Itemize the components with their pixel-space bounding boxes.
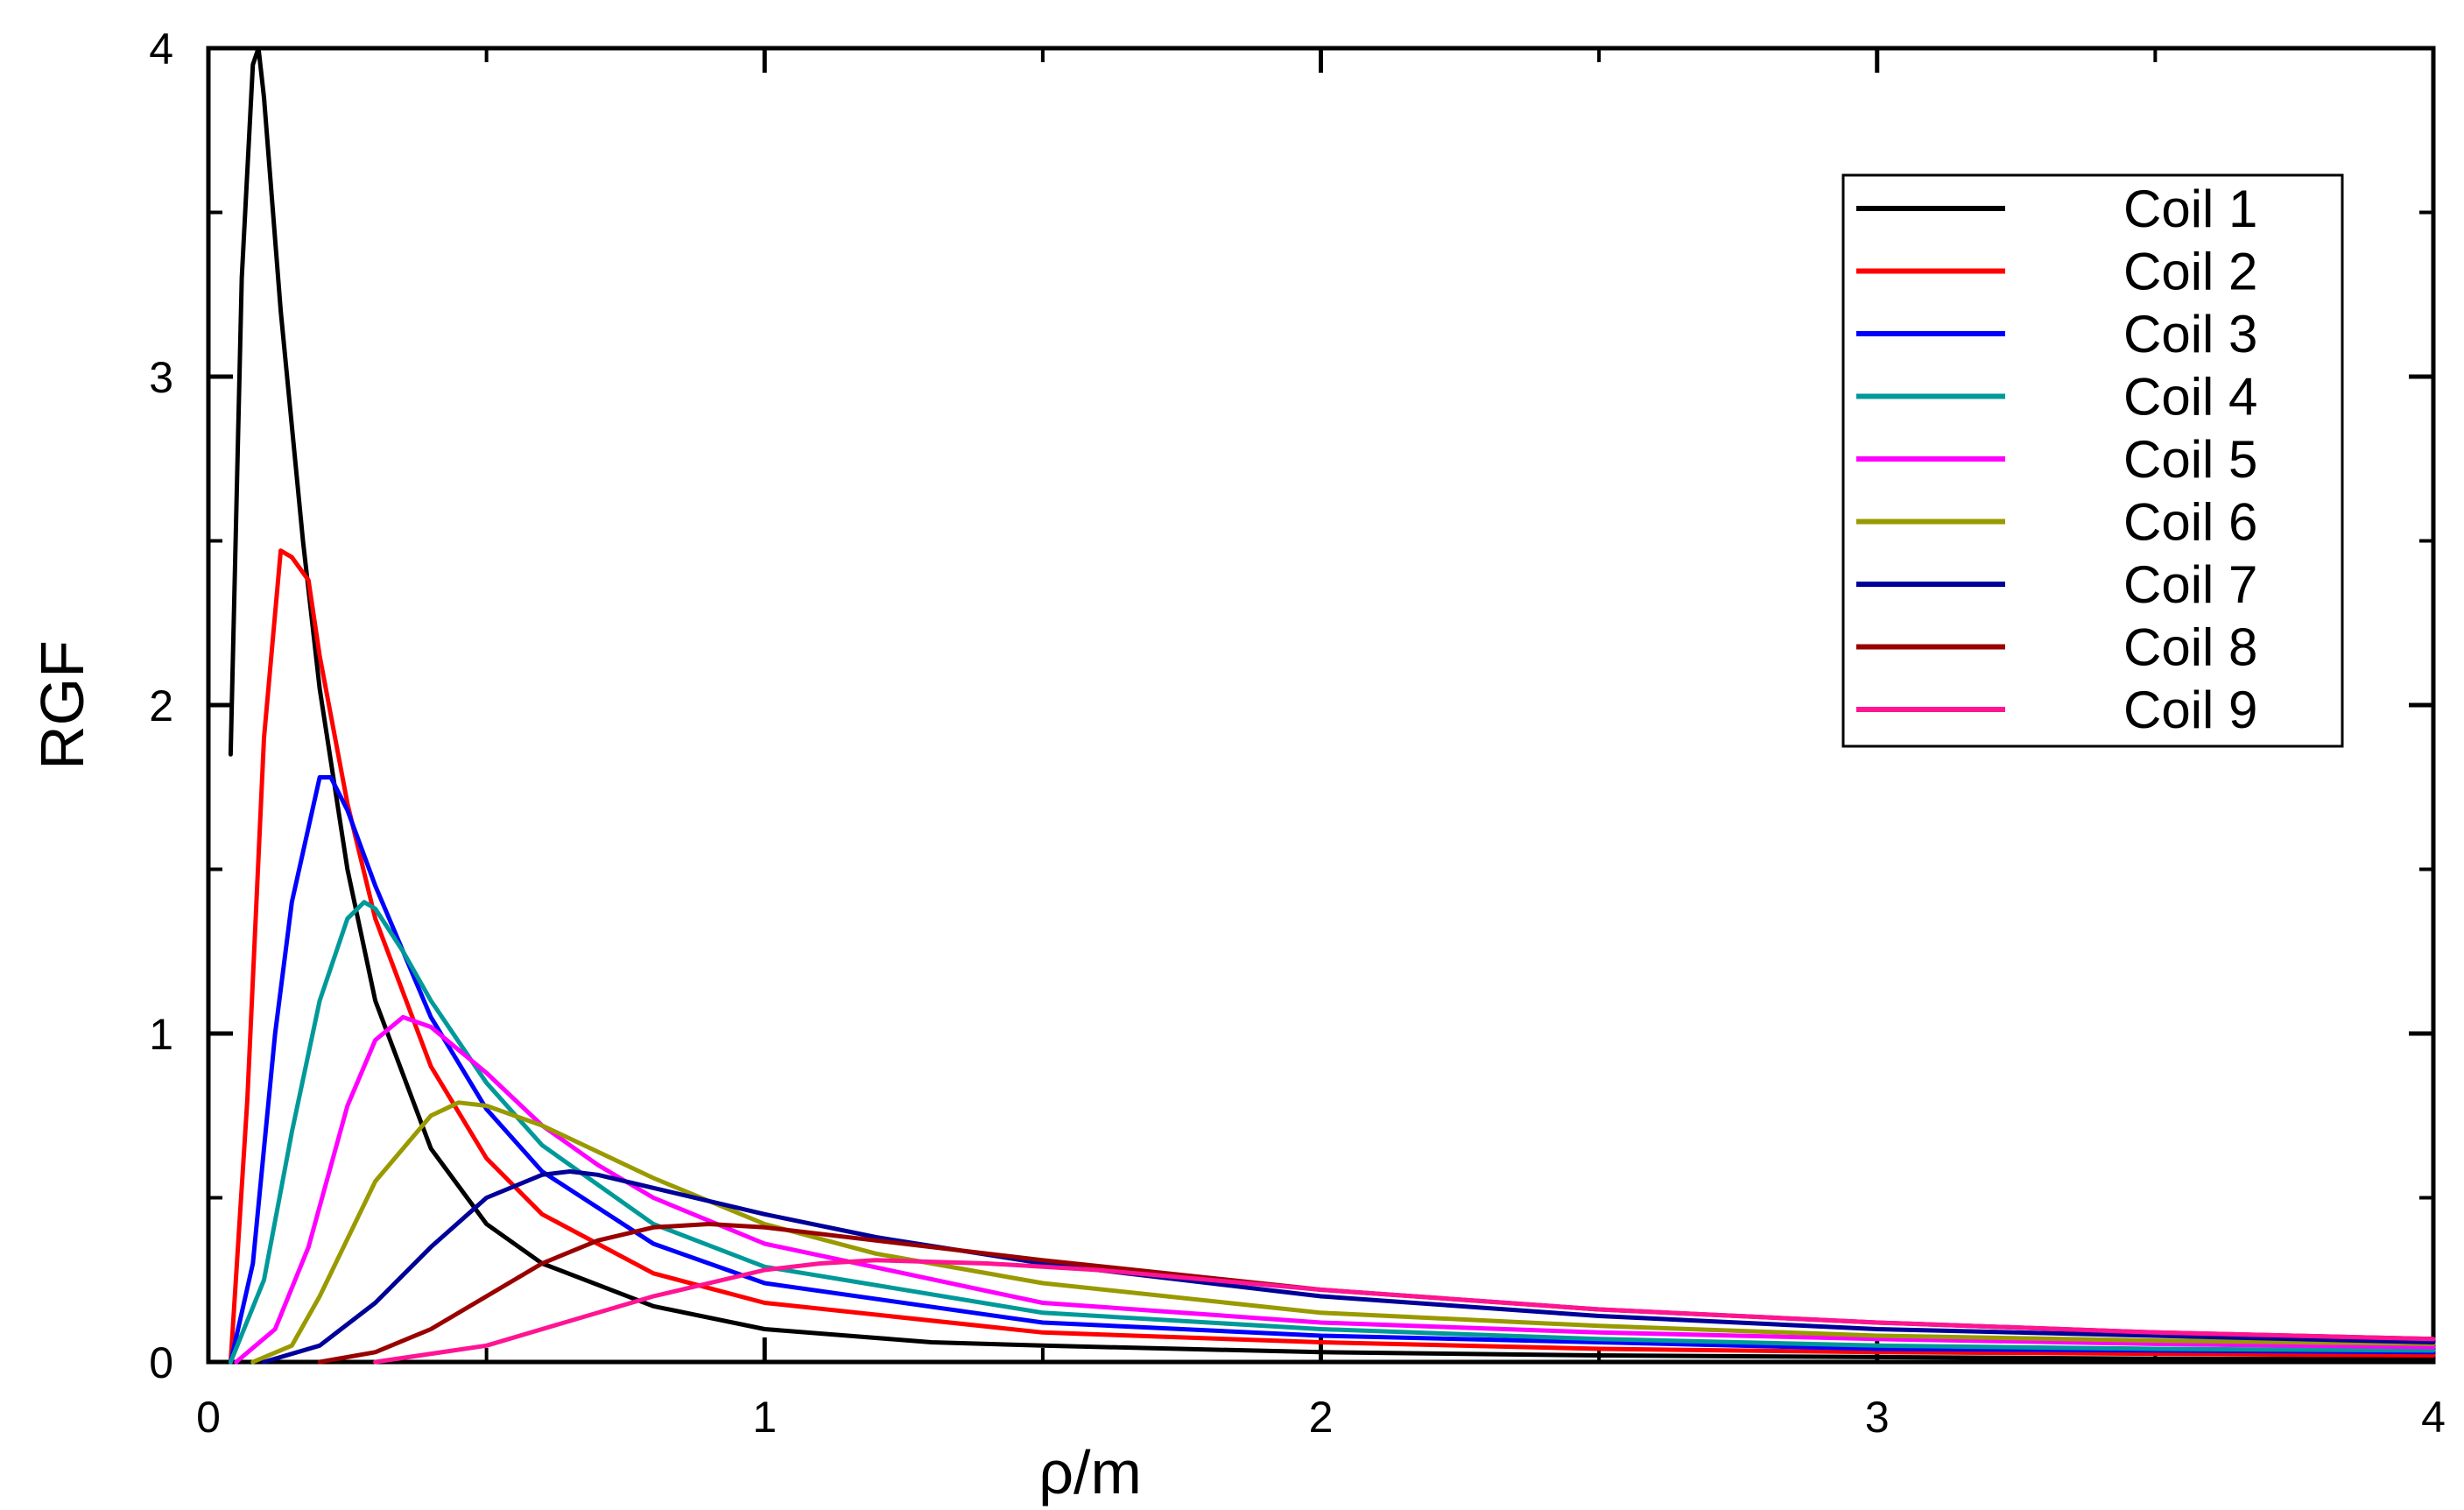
y-tick-label: 4 xyxy=(149,25,173,74)
series-line-coil-3 xyxy=(228,775,2436,1365)
y-tick-label: 2 xyxy=(149,681,173,730)
y-tick-label: 0 xyxy=(149,1338,173,1387)
y-tick-label: 1 xyxy=(149,1010,173,1059)
x-tick-label: 2 xyxy=(1309,1393,1334,1442)
legend-label-coil-6: Coil 6 xyxy=(2123,493,2257,552)
legend-label-coil-7: Coil 7 xyxy=(2123,555,2257,614)
x-axis-title: ρ/m xyxy=(1038,1438,1142,1506)
x-tick-label: 0 xyxy=(196,1393,221,1442)
legend-label-coil-1: Coil 1 xyxy=(2123,180,2257,238)
series-line-coil-9 xyxy=(373,1258,2436,1365)
y-tick-label: 3 xyxy=(149,353,173,402)
axis-tick-labels: 0 1 2 3 4 0 1 2 3 4 xyxy=(149,25,2446,1442)
legend-label-coil-2: Coil 2 xyxy=(2123,243,2257,301)
series-line-coil-7 xyxy=(262,1169,2436,1365)
series-lines xyxy=(228,46,2436,1365)
series-line-coil-6 xyxy=(250,1100,2436,1365)
series-line-coil-1 xyxy=(228,46,2436,1362)
legend-label-coil-3: Coil 3 xyxy=(2123,305,2257,363)
series-line-coil-5 xyxy=(234,1014,2436,1365)
x-tick-label: 1 xyxy=(752,1393,777,1442)
series-line-coil-4 xyxy=(228,900,2436,1365)
x-tick-label: 3 xyxy=(1865,1393,1890,1442)
series-line-coil-2 xyxy=(228,548,2436,1365)
y-axis-title: RGF xyxy=(28,640,96,770)
legend-label-coil-4: Coil 4 xyxy=(2123,368,2257,427)
x-tick-label: 4 xyxy=(2421,1393,2446,1442)
legend-label-coil-5: Coil 5 xyxy=(2123,430,2257,489)
legend-label-coil-8: Coil 8 xyxy=(2123,618,2257,677)
legend-label-coil-9: Coil 9 xyxy=(2123,681,2257,739)
